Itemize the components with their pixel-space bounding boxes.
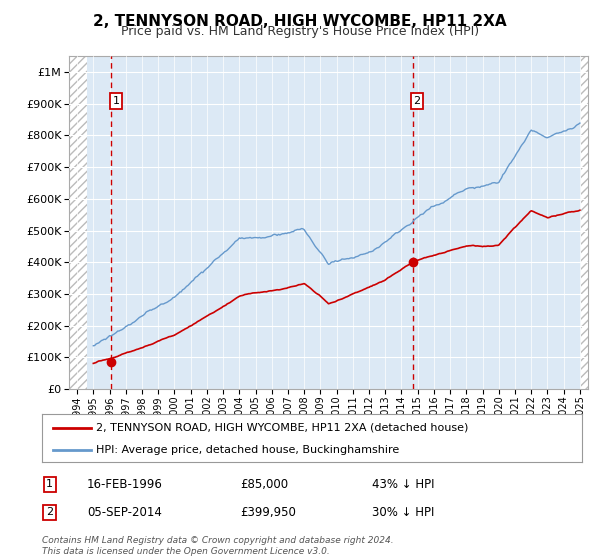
Text: 1: 1	[46, 479, 53, 489]
Text: £85,000: £85,000	[240, 478, 288, 491]
Text: 2, TENNYSON ROAD, HIGH WYCOMBE, HP11 2XA: 2, TENNYSON ROAD, HIGH WYCOMBE, HP11 2XA	[93, 14, 507, 29]
Text: 2, TENNYSON ROAD, HIGH WYCOMBE, HP11 2XA (detached house): 2, TENNYSON ROAD, HIGH WYCOMBE, HP11 2XA…	[96, 423, 469, 433]
Text: 43% ↓ HPI: 43% ↓ HPI	[372, 478, 434, 491]
Text: 05-SEP-2014: 05-SEP-2014	[87, 506, 162, 519]
Text: 2: 2	[46, 507, 53, 517]
Bar	[581, 56, 588, 389]
Text: HPI: Average price, detached house, Buckinghamshire: HPI: Average price, detached house, Buck…	[96, 445, 399, 455]
Text: £399,950: £399,950	[240, 506, 296, 519]
Bar	[69, 56, 86, 389]
Text: 30% ↓ HPI: 30% ↓ HPI	[372, 506, 434, 519]
Text: Price paid vs. HM Land Registry's House Price Index (HPI): Price paid vs. HM Land Registry's House …	[121, 25, 479, 38]
Text: 2: 2	[413, 96, 421, 106]
Text: 16-FEB-1996: 16-FEB-1996	[87, 478, 163, 491]
Text: Contains HM Land Registry data © Crown copyright and database right 2024.
This d: Contains HM Land Registry data © Crown c…	[42, 536, 394, 556]
Text: 1: 1	[113, 96, 119, 106]
